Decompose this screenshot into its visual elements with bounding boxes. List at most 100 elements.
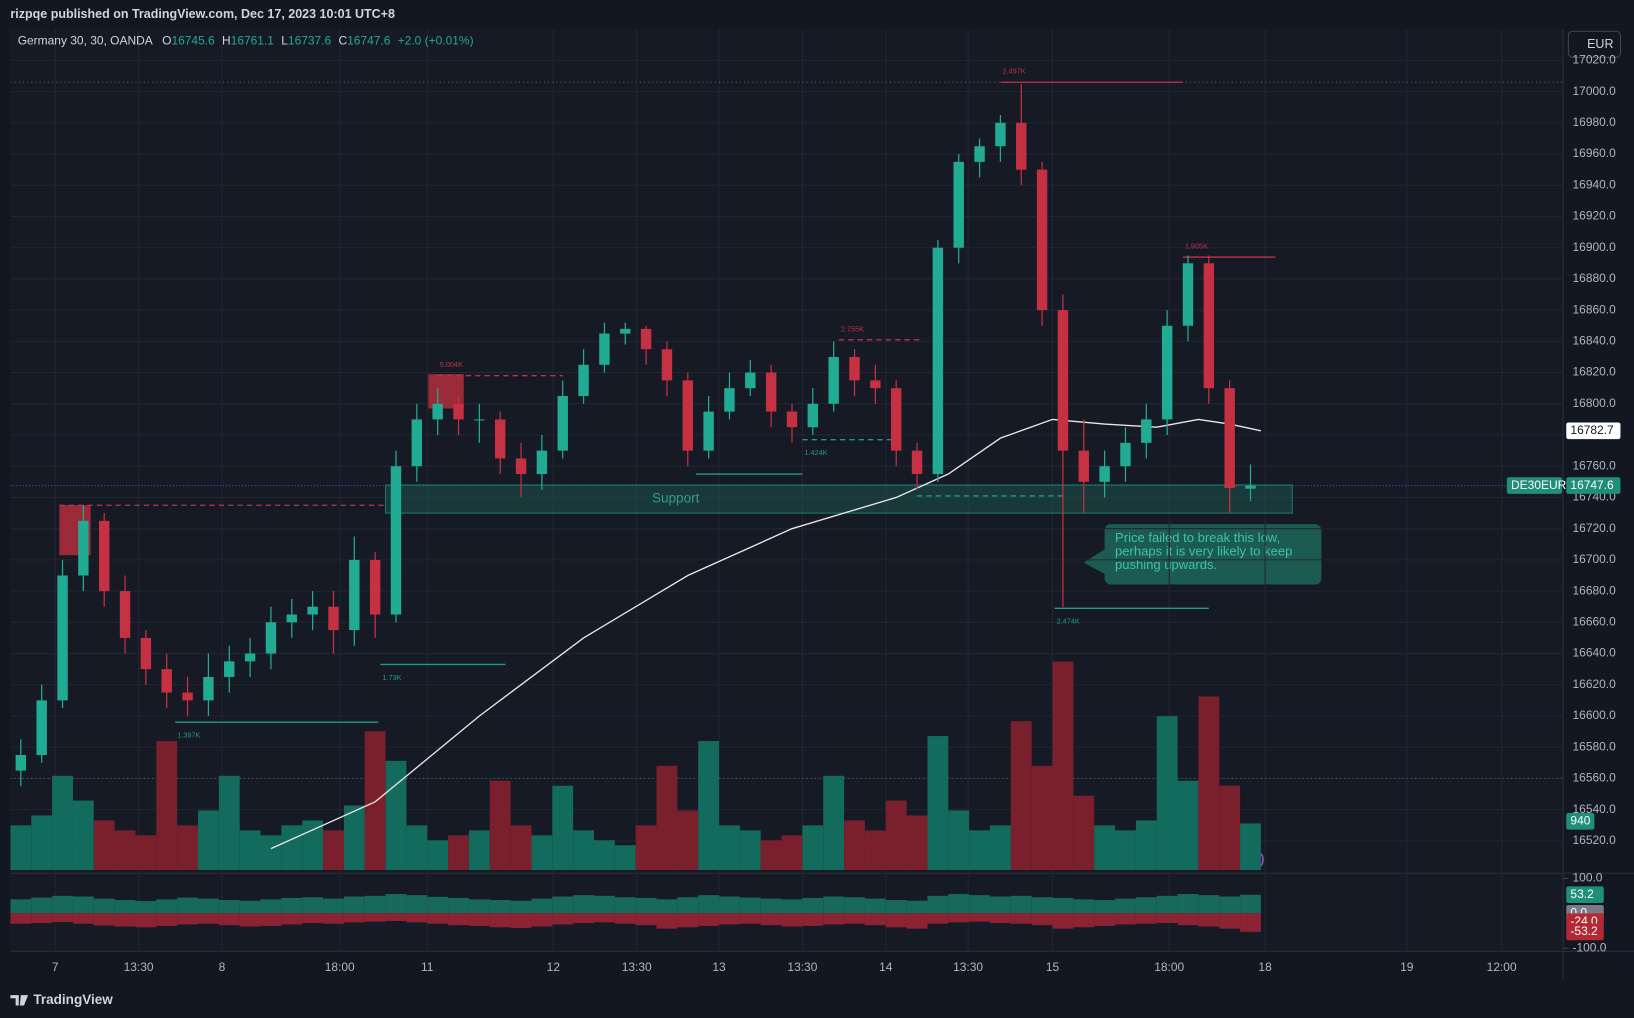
legend: Germany 30, 30, OANDA O16745.6 H16761.1 L16… <box>18 34 474 48</box>
osc-bar <box>239 900 261 914</box>
candle-body <box>536 450 548 475</box>
y-tick-label: 16700.0 <box>1573 552 1617 566</box>
volume-bar <box>323 830 344 871</box>
zone <box>428 374 464 409</box>
volume-bar <box>531 835 553 871</box>
osc-bar <box>239 913 261 927</box>
osc-tick-label: 100.0 <box>1573 871 1603 885</box>
volume-bar <box>760 840 782 871</box>
currency-button[interactable] <box>1567 30 1621 58</box>
osc-bar <box>448 897 469 914</box>
osc-bar <box>698 913 720 926</box>
volume-badge: 940 <box>1570 813 1590 827</box>
candle-body <box>453 403 464 420</box>
candle-body <box>849 356 860 381</box>
osc-bar <box>1219 896 1241 914</box>
osc-bar <box>93 913 115 926</box>
osc-bar <box>781 899 803 914</box>
candle-body <box>786 411 798 428</box>
osc-bar <box>489 913 511 928</box>
volume-bar <box>948 810 970 871</box>
volume <box>10 661 1261 871</box>
volume-bar <box>218 775 240 871</box>
candle-body <box>599 333 610 365</box>
osc-bar <box>1094 913 1116 926</box>
candle-body <box>703 411 714 451</box>
osc-bar <box>468 899 490 914</box>
osc-bar <box>531 898 553 914</box>
osc-bar <box>448 913 469 926</box>
candle-body <box>1057 310 1069 451</box>
candle-body <box>578 364 589 396</box>
currency-button-label[interactable]: EUR <box>1587 37 1613 51</box>
osc-bar <box>948 894 970 914</box>
osc-bar <box>573 895 594 914</box>
osc-bar <box>864 913 886 926</box>
osc-bar <box>656 899 678 914</box>
osc-tick-label: -100.0 <box>1573 940 1607 954</box>
header: rizpqe published on TradingView.com, Dec… <box>10 7 395 21</box>
osc-bar <box>552 896 574 914</box>
osc-bar <box>10 899 32 914</box>
volume-badge-bg <box>1566 812 1595 830</box>
volume-bar <box>197 810 219 871</box>
volume-bar <box>239 830 261 871</box>
candle-body <box>286 614 297 623</box>
y-tick-label: 16800.0 <box>1573 396 1617 410</box>
osc-bar <box>52 913 73 923</box>
volume-bar <box>739 830 761 871</box>
osc-bar <box>260 913 282 926</box>
candle-body <box>1224 388 1235 489</box>
osc-bar <box>72 896 94 914</box>
volume-bar <box>93 820 115 871</box>
y-tick-label: 16980.0 <box>1573 115 1617 129</box>
y-tick-label: 17000.0 <box>1573 84 1617 98</box>
osc-bar <box>1073 899 1095 914</box>
price-badge: 16747.6 <box>1570 478 1614 492</box>
legend-key: L <box>281 34 288 48</box>
volume-bar <box>781 835 803 871</box>
volume-bar <box>468 830 490 871</box>
footer: TradingView <box>10 992 113 1007</box>
osc-bar <box>989 913 1011 924</box>
osc-bar <box>385 913 407 921</box>
osc-bar <box>1094 900 1116 914</box>
osc-bar <box>885 913 907 928</box>
osc-bar <box>1010 895 1032 914</box>
zone-label: Support <box>652 491 700 506</box>
osc-bar <box>739 913 761 924</box>
volume-bar <box>281 825 303 871</box>
reference-lines <box>10 81 1564 779</box>
ma-badge: 16782.7 <box>1570 423 1614 437</box>
osc-bar <box>177 913 198 925</box>
osc-bar <box>1031 897 1053 914</box>
osc-bar <box>260 899 282 914</box>
osc-bar <box>302 913 324 924</box>
y-tick-label: 16580.0 <box>1573 739 1617 753</box>
osc-bar <box>385 894 407 914</box>
osc-bar <box>635 897 657 914</box>
y-tick-label: 16880.0 <box>1573 271 1617 285</box>
candle-body <box>995 122 1006 147</box>
candle-body <box>411 419 423 467</box>
candles <box>15 83 1256 787</box>
volume-bar <box>10 825 32 871</box>
osc-bar <box>343 913 365 923</box>
candle-body <box>1182 263 1194 326</box>
candle-body <box>57 575 68 701</box>
candle-body <box>161 669 172 693</box>
moving-average-line <box>270 418 1262 850</box>
osc-bar <box>93 898 115 914</box>
volume-bar <box>906 815 928 871</box>
x-tick-label: 11 <box>421 960 434 974</box>
y-tick-label: 16520.0 <box>1573 833 1617 847</box>
osc-bar <box>177 897 198 914</box>
x-tick-label: 8 <box>219 960 226 974</box>
volume-bar <box>614 845 636 871</box>
osc-bar <box>1156 895 1178 914</box>
volume-bar <box>302 820 324 871</box>
volume-bar <box>719 825 740 871</box>
callout-text: Price failed to break this low, perhaps … <box>1115 531 1293 573</box>
osc-bar <box>635 913 657 926</box>
